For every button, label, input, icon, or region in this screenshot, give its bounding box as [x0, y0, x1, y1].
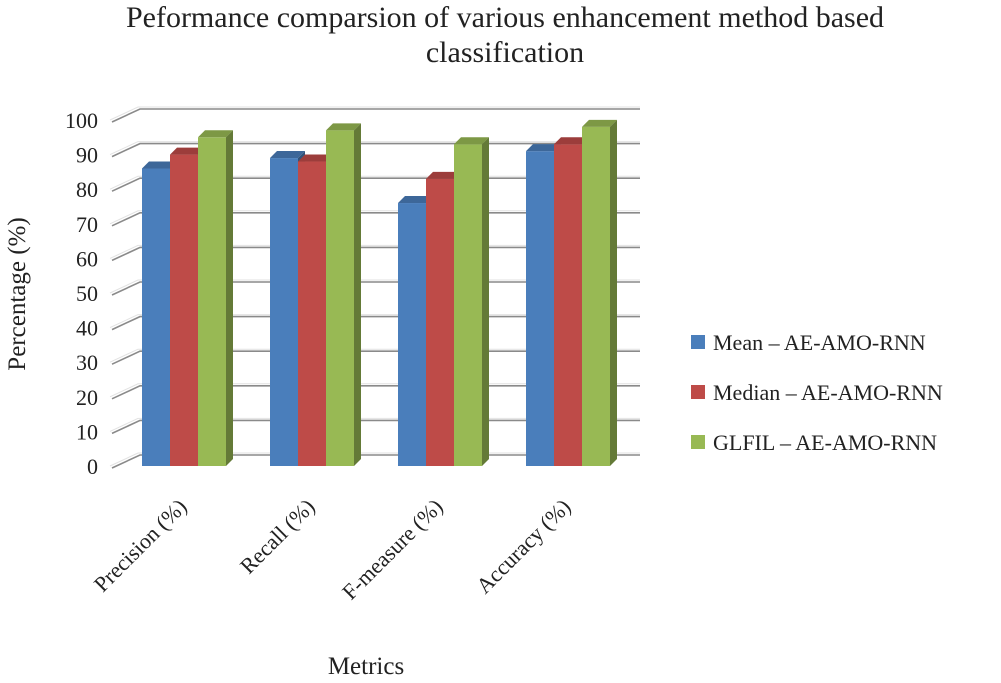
y-tick-label: 30 — [76, 350, 98, 375]
legend-swatch — [691, 335, 705, 349]
bar-front — [426, 178, 454, 466]
y-axis-ticks: 0 10 20 30 40 50 60 70 80 90 100 — [65, 108, 98, 479]
bar — [326, 123, 361, 466]
legend-label: Mean – AE-AMO-RNN — [713, 330, 926, 355]
bar-top — [526, 144, 561, 152]
bars — [142, 119, 617, 467]
bar-side — [482, 137, 489, 466]
y-tick-label: 90 — [76, 143, 98, 168]
bar-side — [354, 123, 361, 466]
legend-swatch — [691, 435, 705, 449]
bar-side — [610, 119, 617, 467]
bar-side — [226, 130, 233, 467]
bar-front — [298, 161, 326, 466]
legend: Mean – AE-AMO-RNN Median – AE-AMO-RNN GLFI… — [691, 330, 943, 455]
bar-top — [426, 171, 461, 179]
x-category-label: F-measure (%) — [337, 494, 448, 605]
bar-top — [398, 196, 433, 204]
x-category-label: Accuracy (%) — [471, 494, 575, 598]
bar — [582, 119, 617, 467]
y-tick-label: 0 — [87, 454, 98, 479]
x-axis-label: Metrics — [328, 653, 404, 680]
chart-title-line-1: Peformance comparsion of various enhance… — [126, 1, 884, 34]
x-category-label: Recall (%) — [235, 494, 320, 579]
bar-top — [326, 123, 361, 131]
bar-front — [526, 151, 554, 466]
bar-front — [142, 168, 170, 466]
bar-front — [398, 203, 426, 467]
y-tick-label: 10 — [76, 419, 98, 444]
bar-front — [454, 144, 482, 466]
bar-front — [326, 130, 354, 466]
bar-top — [582, 119, 617, 127]
legend-label: GLFIL – AE-AMO-RNN — [713, 430, 937, 455]
x-axis-categories: Precision (%) Recall (%) F-measure (%) Accu… — [89, 494, 576, 605]
y-tick-label: 80 — [76, 177, 98, 202]
legend-label: Median – AE-AMO-RNN — [713, 380, 943, 405]
bar-top — [298, 154, 333, 162]
y-tick-label: 70 — [76, 212, 98, 237]
bar-top — [170, 147, 205, 155]
gridline — [111, 108, 640, 123]
bar-front — [198, 137, 226, 467]
y-tick-label: 100 — [65, 108, 98, 133]
bar — [454, 137, 489, 466]
bar-top — [142, 161, 177, 169]
bar-top — [554, 137, 589, 145]
bar — [198, 130, 233, 467]
bar-top — [270, 151, 305, 159]
y-tick-label: 60 — [76, 246, 98, 271]
bar-front — [554, 144, 582, 466]
bar-front — [170, 154, 198, 466]
gridline-shadow — [109, 106, 640, 121]
chart-title-line-2: classification — [426, 36, 584, 69]
bar-front — [270, 158, 298, 466]
y-tick-label: 40 — [76, 316, 98, 341]
y-axis-label: Percentage (%) — [4, 217, 31, 370]
y-tick-label: 50 — [76, 281, 98, 306]
bar-top — [454, 137, 489, 145]
y-tick-label: 20 — [76, 385, 98, 410]
x-category-label: Precision (%) — [89, 494, 192, 597]
bar-front — [582, 126, 610, 467]
legend-swatch — [691, 385, 705, 399]
bar-top — [198, 130, 233, 138]
